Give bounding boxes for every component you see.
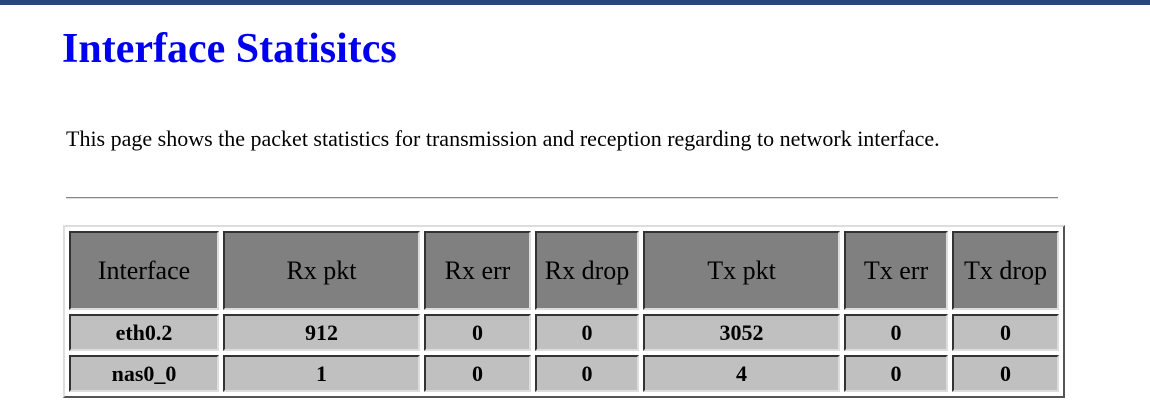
page-title: Interface Statisitcs xyxy=(62,26,397,72)
table-row: nas0_0 1 0 0 4 0 0 xyxy=(69,355,1059,392)
divider xyxy=(66,197,1058,199)
table-header-row: Interface Rx pkt Rx err Rx drop Tx pkt T… xyxy=(69,231,1059,310)
interface-stats-table: Interface Rx pkt Rx err Rx drop Tx pkt T… xyxy=(63,225,1065,398)
cell-tx-drop: 0 xyxy=(952,314,1059,351)
cell-interface: eth0.2 xyxy=(69,314,219,351)
top-bar xyxy=(0,0,1150,5)
cell-tx-pkt: 4 xyxy=(643,355,840,392)
header-rx-drop: Rx drop xyxy=(535,231,639,310)
header-tx-err: Tx err xyxy=(844,231,948,310)
header-rx-pkt: Rx pkt xyxy=(223,231,420,310)
cell-rx-err: 0 xyxy=(424,355,531,392)
cell-rx-pkt: 1 xyxy=(223,355,420,392)
cell-tx-pkt: 3052 xyxy=(643,314,840,351)
header-tx-drop: Tx drop xyxy=(952,231,1059,310)
cell-rx-drop: 0 xyxy=(535,355,639,392)
page-description: This page shows the packet statistics fo… xyxy=(66,126,940,151)
cell-tx-drop: 0 xyxy=(952,355,1059,392)
cell-tx-err: 0 xyxy=(844,314,948,351)
cell-rx-pkt: 912 xyxy=(223,314,420,351)
header-rx-err: Rx err xyxy=(424,231,531,310)
table-row: eth0.2 912 0 0 3052 0 0 xyxy=(69,314,1059,351)
cell-interface: nas0_0 xyxy=(69,355,219,392)
header-interface: Interface xyxy=(69,231,219,310)
header-tx-pkt: Tx pkt xyxy=(643,231,840,310)
cell-rx-drop: 0 xyxy=(535,314,639,351)
cell-rx-err: 0 xyxy=(424,314,531,351)
cell-tx-err: 0 xyxy=(844,355,948,392)
